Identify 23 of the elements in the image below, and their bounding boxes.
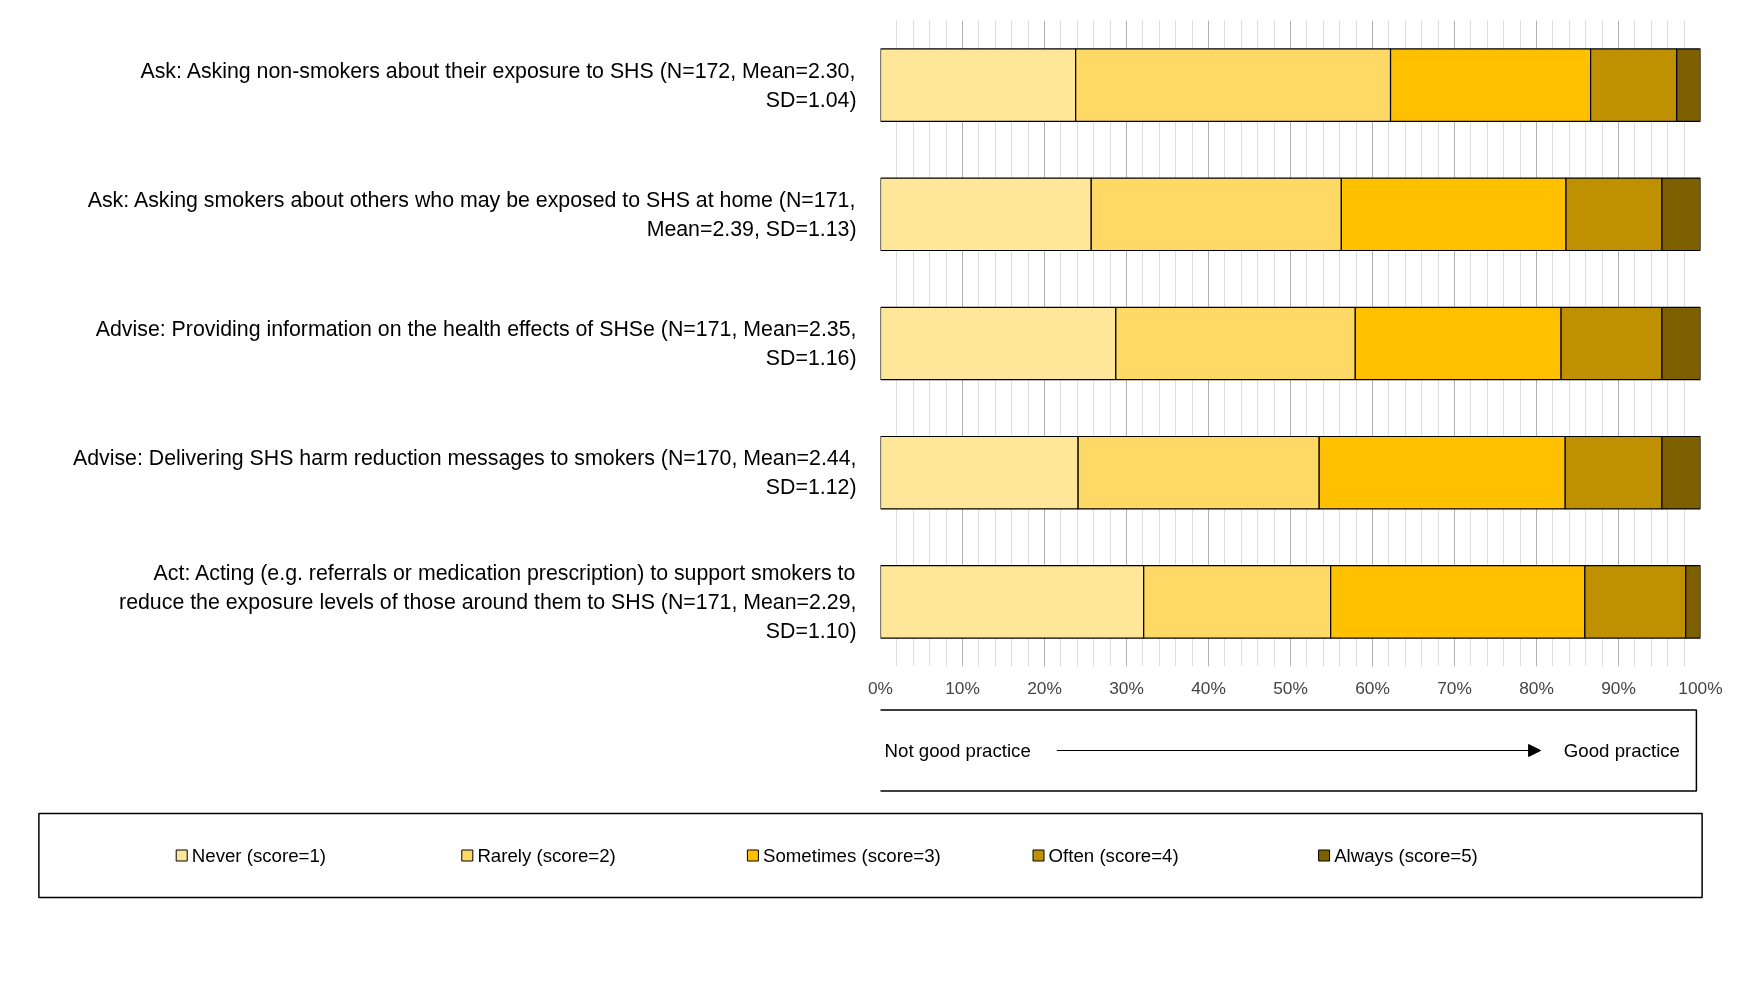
- y-tick-label: Ask: Asking non-smokers about their exposure to SHS (N=172, Mean=2.30, SD=1.04): [140, 58, 857, 112]
- x-tick-label: 60%: [1355, 677, 1390, 698]
- y-tick-label: Advise: Delivering SHS harm reduction messages to smokers (N=170, Mean=2.44, SD=1.12): [72, 446, 857, 500]
- x-tick-label: 0%: [867, 677, 894, 698]
- x-tick-label: 20%: [1027, 677, 1062, 698]
- y-tick-label: Ask: Asking smokers about others who may be exposed to SHS at home (N=171, Mean=2.39, SD=1.13): [87, 187, 857, 241]
- x-tick-label: 100%: [1678, 677, 1723, 698]
- x-tick-label: 70%: [1437, 677, 1472, 698]
- x-tick-label: 50%: [1273, 677, 1308, 698]
- x-tick-label: 10%: [945, 677, 980, 698]
- x-tick-label: 40%: [1191, 677, 1226, 698]
- legend-label: Often (score=4): [1048, 845, 1179, 866]
- legend-label: Always (score=5): [1334, 845, 1478, 866]
- x-tick-label: 90%: [1601, 677, 1636, 698]
- y-tick-label: Advise: Providing information on the health effects of SHSe (N=171, Mean=2.35, SD=1.16): [95, 317, 857, 370]
- y-tick-label: Act: Acting (e.g. referrals or medication prescription) to support smokers to reduce the exposure levels of those around them to SHS (N=171, Mean=2.29, SD=1.10): [119, 561, 857, 643]
- legend-label: Rarely (score=2): [477, 845, 616, 866]
- x-tick-label: 80%: [1519, 677, 1554, 698]
- text: Good practice: [1563, 740, 1681, 761]
- legend-label: Never (score=1): [191, 845, 327, 866]
- x-tick-label: 30%: [1109, 677, 1144, 698]
- legend-label: Sometimes (score=3): [762, 845, 941, 866]
- text: Not good practice: [884, 740, 1031, 761]
